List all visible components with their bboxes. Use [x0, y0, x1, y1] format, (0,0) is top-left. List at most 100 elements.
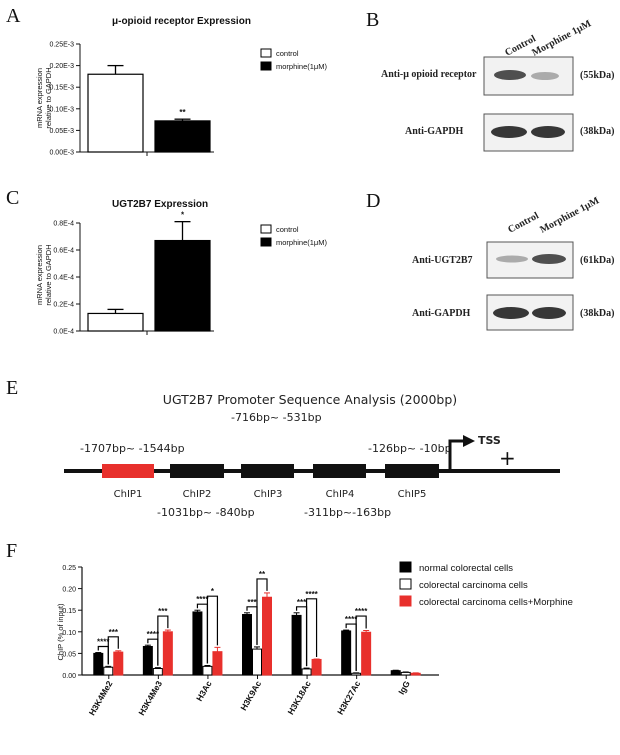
tss-arrowhead [463, 435, 475, 447]
wb-b-row1-band-control [494, 70, 526, 80]
chart-f-ytick-label: 0.20 [62, 587, 76, 594]
chart-f-sig-bracket [107, 636, 119, 665]
panel-letter-e: E [6, 377, 18, 399]
chip1-label: ChIP1 [114, 489, 143, 500]
chip3-range: -716bp~ -531bp [231, 411, 322, 424]
chart-a-ylabel-line2: relative to GAPDH [44, 67, 53, 128]
chart-a-ylabel: mRNA expression relative to GAPDH [35, 67, 53, 128]
chart-a-title: μ-opioid receptor Expression [112, 16, 251, 27]
chart-f-sig-label: **** [345, 615, 358, 624]
chip4-range: -311bp~-163bp [304, 506, 391, 519]
chart-f-bar [212, 651, 223, 676]
chart-f-category-label: IgG [396, 679, 412, 697]
chip5-label: ChIP5 [398, 489, 427, 500]
chart-c-ylabel-line1: mRNA expression [35, 245, 44, 305]
wb-d-row2-band-control [493, 307, 529, 319]
chart-f-sig-bracket [206, 595, 219, 664]
panel-letter-b: B [366, 9, 379, 31]
chart-a-legend-control: control [276, 49, 299, 58]
chart-f-bar [192, 611, 203, 676]
chart-f-ytick-label: 0.00 [62, 673, 76, 680]
chart-f-category-label: H3K4Me2 [87, 679, 115, 717]
chip1-range: -1707bp~ -1544bp [80, 442, 185, 455]
chart-c-significance: * [181, 211, 185, 220]
wb-b-row2-band-morphine [531, 126, 565, 138]
chart-f-sig-bracket [355, 615, 367, 671]
western-blot-b: Control Morphine 1μM Anti-μ opioid recep… [381, 18, 614, 152]
chart-a-bar-control [87, 73, 144, 153]
chart-a-legend-swatch-morphine [260, 61, 272, 71]
wb-b-row2-label: Anti-GAPDH [405, 126, 464, 137]
plus-sign: + [499, 446, 516, 470]
chart-f-category-label: H3K9Ac [238, 679, 263, 712]
chart-a-legend-swatch-control [260, 48, 272, 58]
chart-f-bar [301, 668, 312, 676]
chip4-label: ChIP4 [326, 489, 355, 500]
chart-f-legend-carcinoma: colorectal carcinoma cells [419, 580, 528, 591]
chart-c-ytick-label: 0.6E-4 [53, 248, 74, 255]
chart-f-bar [410, 672, 421, 676]
western-blot-d: Control Morphine 1μM Anti-UGT2B7 (61kDa)… [412, 195, 614, 331]
chart-c-ytick-label: 0.0E-4 [53, 329, 74, 336]
chart-f-legend-swatch-carcinoma [399, 578, 412, 590]
chart-f-sig-bracket [305, 598, 318, 667]
wb-d-row2-band-morphine [532, 307, 566, 319]
chart-f-bar [361, 631, 372, 676]
chart-f-category-label: H3K4Me3 [136, 679, 164, 717]
chart-c-title: UGT2B7 Expression [112, 199, 208, 210]
chart-c-ylabel: mRNA expression relative to GAPDH [35, 244, 53, 305]
chart-f-bar [142, 645, 153, 676]
wb-b-row1-kda: (55kDa) [580, 70, 614, 81]
panel-letter-c: C [6, 187, 19, 209]
chart-c-bar-morphine [154, 239, 211, 332]
chip2-label: ChIP2 [183, 489, 212, 500]
chart-c: UGT2B7 Expression mRNA expression relati… [35, 199, 328, 336]
chart-f-category-label: H3K27Ac [335, 679, 362, 717]
chart-f-ytick-label: 0.25 [62, 565, 76, 572]
chart-f-ytick-label: 0.10 [62, 630, 76, 637]
chart-f-sig-label: *** [247, 598, 257, 607]
chart-a-ylabel-line1: mRNA expression [35, 68, 44, 128]
chart-f-bar [252, 648, 262, 676]
chart-c-ytick-label: 0.8E-4 [53, 221, 74, 228]
wb-d-row2-kda: (38kDa) [580, 308, 614, 319]
chart-f-bar [152, 668, 163, 676]
chart-f-sig-label: *** [158, 607, 168, 616]
wb-d-col-control: Control [506, 210, 541, 235]
chart-a: μ-opioid receptor Expression mRNA expres… [35, 16, 328, 157]
chart-f-legend: normal colorectal cells colorectal carci… [399, 561, 573, 608]
chart-f-sig-label: **** [147, 630, 160, 639]
chart-c-ylabel-line2: relative to GAPDH [44, 244, 53, 305]
chart-f-category-label: H3K18Ac [285, 679, 312, 717]
chip2-range: -1031bp~ -840bp [157, 506, 255, 519]
chart-f-sig-label: * [211, 587, 215, 596]
chart-f-bar [390, 670, 401, 676]
chart-f-legend-swatch-normal [399, 561, 412, 573]
chart-c-ytick-label: 0.2E-4 [53, 302, 74, 309]
promoter-title: UGT2B7 Promoter Sequence Analysis (2000b… [163, 392, 457, 407]
chart-f-bar [162, 631, 173, 676]
chart-f-category-label: H3Ac [194, 679, 214, 703]
wb-d-row1-band-morphine [532, 254, 566, 264]
chart-f-bar [262, 596, 272, 676]
chart-f-bar [93, 652, 104, 676]
chip4-region [313, 464, 366, 478]
chart-f-sig-label: *** [297, 598, 307, 607]
chart-a-ytick-label: 0.10E-3 [49, 106, 74, 113]
chart-f-bar [202, 665, 213, 676]
wb-b-row2-band-control [491, 126, 527, 138]
chart-f-sig-label: **** [196, 595, 209, 604]
chart-f: ChIP (% of input) 0.00 0.05 0.10 0.15 0.20 0.… [56, 561, 573, 717]
promoter-diagram: UGT2B7 Promoter Sequence Analysis (2000b… [64, 392, 560, 519]
chart-c-ytick-label: 0.4E-4 [53, 275, 74, 282]
wb-b-row1-band-morphine [531, 72, 559, 80]
chart-f-bar [242, 614, 252, 676]
chip5-region [385, 464, 439, 478]
wb-d-row1-band-control [496, 255, 528, 263]
chart-a-significance: ** [179, 108, 186, 117]
wb-b-row1-label: Anti-μ opioid receptor [381, 69, 477, 80]
chart-f-legend-morphine: colorectal carcinoma cells+Morphine [419, 597, 573, 608]
chart-c-legend-morphine: morphine(1μM) [276, 238, 328, 247]
chart-a-bar-morphine [154, 120, 211, 153]
